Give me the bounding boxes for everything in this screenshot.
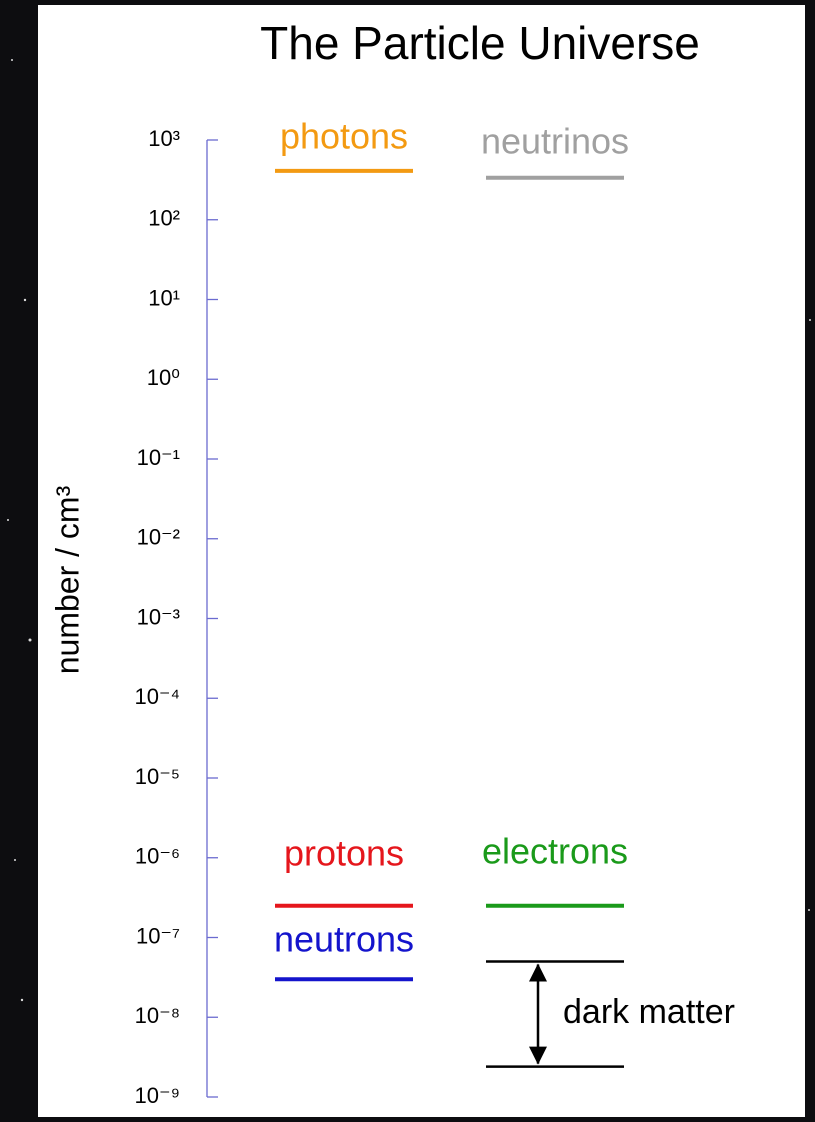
y-tick-label: 10⁻⁷	[136, 923, 180, 948]
y-tick-label: 10⁻²	[137, 525, 180, 550]
star	[7, 519, 9, 521]
level-label: electrons	[482, 830, 628, 871]
y-tick-label: 10⁻⁹	[134, 1083, 180, 1108]
y-tick-label: 10⁻³	[137, 604, 180, 629]
y-tick-label: 10⁻⁶	[135, 844, 180, 869]
star	[29, 639, 32, 642]
y-tick-label: 10²	[148, 206, 180, 231]
page: The Particle Universe number / cm³ 10³ 10…	[0, 0, 815, 1117]
star	[24, 299, 26, 301]
star	[14, 859, 16, 861]
y-tick-label: 10⁻⁴	[134, 684, 180, 709]
star	[11, 59, 13, 61]
level-label: neutrinos	[481, 120, 629, 161]
level-label: photons	[280, 115, 408, 156]
y-tick-label: 10¹	[148, 285, 180, 310]
level-label: dark matter	[563, 993, 735, 1031]
y-tick-label: 10⁻⁸	[135, 1003, 180, 1028]
star	[809, 319, 811, 321]
chart: The Particle Universe number / cm³ 10³ 10…	[0, 0, 815, 1117]
chart-panel	[38, 5, 805, 1117]
level-label: neutrons	[274, 919, 414, 960]
y-axis-label: number / cm³	[49, 485, 85, 674]
y-tick-label: 10³	[148, 126, 180, 151]
chart-title: The Particle Universe	[260, 17, 700, 69]
level-label: protons	[284, 832, 404, 873]
y-tick-label: 10⁻⁵	[135, 764, 180, 789]
star	[808, 909, 810, 911]
y-tick-label: 10⁻¹	[137, 445, 180, 470]
y-tick-label: 10⁰	[147, 365, 180, 390]
star	[21, 999, 23, 1001]
